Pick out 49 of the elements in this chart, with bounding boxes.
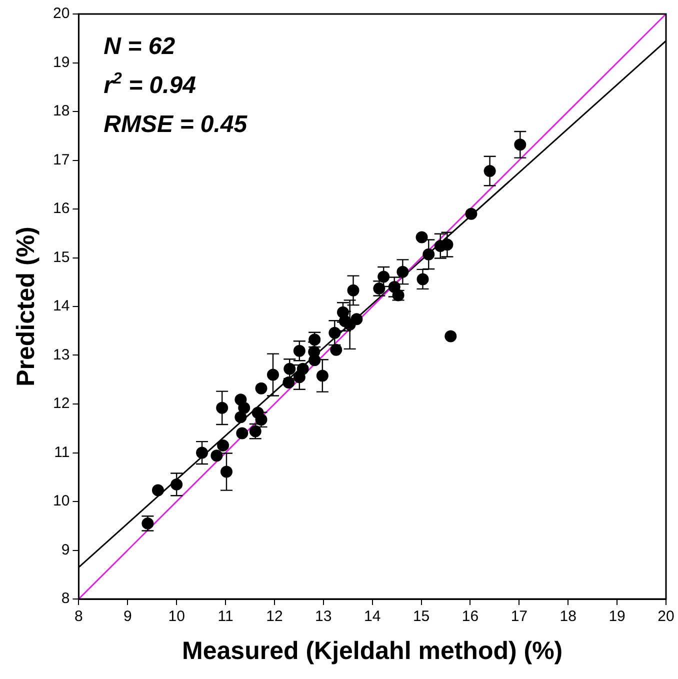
y-tick-label: 16 [52,200,70,218]
x-tick-label: 8 [74,608,83,626]
y-tick-label: 18 [52,102,70,120]
y-tick-label: 13 [52,346,70,364]
x-tick-label: 15 [412,608,430,626]
y-tick-label: 8 [61,590,70,608]
point [422,248,435,260]
point [216,402,228,414]
y-tick-label: 20 [52,5,70,22]
y-axis-title: Predicted (%) [12,226,40,386]
x-tick-label: 9 [123,608,132,626]
x-tick-label: 19 [608,608,626,626]
y-tick-label: 19 [52,54,70,71]
y-tick-label: 12 [52,395,70,412]
x-tick-label: 11 [218,608,234,626]
point [330,344,342,356]
point [416,231,428,244]
x-axis-title: Measured (Kjeldahl method) (%) [182,636,563,665]
point [266,368,279,381]
y-tick-label: 9 [61,541,70,558]
point [316,370,328,382]
y-tick-label: 11 [54,444,70,461]
x-tick-label: 18 [560,608,576,626]
point [350,313,363,326]
point [152,484,164,496]
y-tick-label: 15 [52,248,70,266]
y-tick-label: 14 [52,298,70,315]
point [196,446,208,459]
y-tick-label: 10 [52,492,70,510]
point [465,208,478,220]
x-tick-label: 16 [462,608,479,626]
x-tick-label: 10 [168,608,185,626]
x-tick-label: 12 [266,608,283,626]
point [238,402,250,414]
point [255,382,268,394]
point [210,450,223,462]
annotation: RMSE = 0.45 [104,111,248,138]
point [217,439,230,452]
point [234,411,247,424]
x-tick-label: 20 [658,608,674,626]
y-tick-label: 17 [52,151,70,168]
point [444,330,457,342]
point [170,478,183,490]
annotation: N = 62 [104,33,176,60]
point [236,427,248,440]
x-tick-label: 14 [364,608,381,626]
x-tick-label: 17 [510,608,528,626]
x-tick-label: 13 [315,608,332,626]
point [220,466,232,478]
